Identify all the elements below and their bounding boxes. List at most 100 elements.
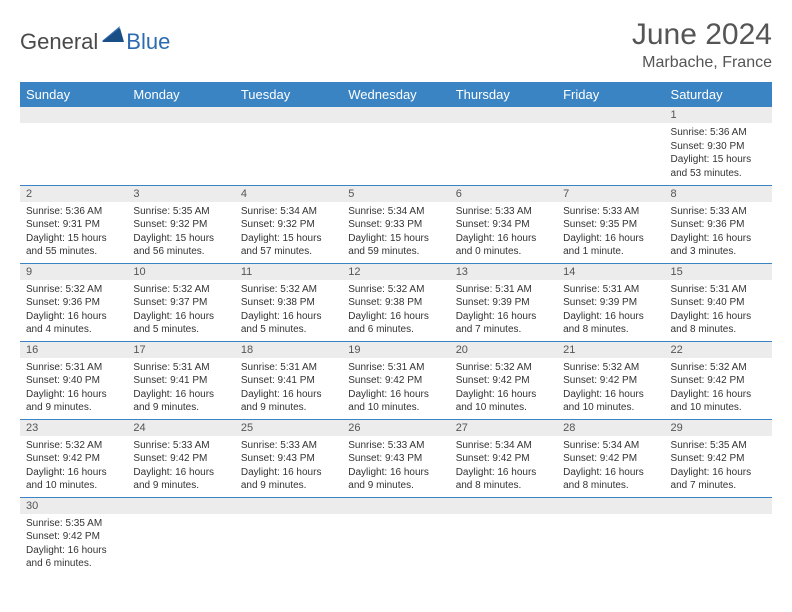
sunset-text: Sunset: 9:36 PM	[671, 218, 766, 232]
sunrise-text: Sunrise: 5:32 AM	[671, 361, 766, 375]
sunrise-text: Sunrise: 5:33 AM	[671, 205, 766, 219]
day-details: Sunrise: 5:34 AMSunset: 9:42 PMDaylight:…	[450, 436, 557, 497]
day-details: Sunrise: 5:36 AMSunset: 9:31 PMDaylight:…	[20, 202, 127, 263]
day-number: 16	[20, 342, 127, 358]
day-number: 10	[127, 264, 234, 280]
sunrise-text: Sunrise: 5:35 AM	[671, 439, 766, 453]
calendar-cell: 23 Sunrise: 5:32 AMSunset: 9:42 PMDayligh…	[20, 419, 127, 497]
weekday-header: Tuesday	[235, 82, 342, 107]
daylight-text: Daylight: 16 hours and 10 minutes.	[26, 466, 121, 493]
weekday-header: Wednesday	[342, 82, 449, 107]
day-number: 24	[127, 420, 234, 436]
day-details: Sunrise: 5:35 AMSunset: 9:42 PMDaylight:…	[665, 436, 772, 497]
day-number: 5	[342, 186, 449, 202]
calendar-cell: 17Sunrise: 5:31 AMSunset: 9:41 PMDayligh…	[127, 341, 234, 419]
day-number: 15	[665, 264, 772, 280]
day-details: Sunrise: 5:31 AMSunset: 9:40 PMDaylight:…	[20, 358, 127, 419]
daylight-text: Daylight: 16 hours and 9 minutes.	[133, 388, 228, 415]
sunrise-text: Sunrise: 5:36 AM	[671, 126, 766, 140]
daylight-text: Daylight: 16 hours and 10 minutes.	[348, 388, 443, 415]
calendar-row: 23Sunrise: 5:32 AMSunset: 9:42 PMDayligh…	[20, 419, 772, 497]
day-details: Sunrise: 5:35 AMSunset: 9:32 PMDaylight:…	[127, 202, 234, 263]
weekday-header: Friday	[557, 82, 664, 107]
sunset-text: Sunset: 9:34 PM	[456, 218, 551, 232]
sunset-text: Sunset: 9:42 PM	[26, 452, 121, 466]
sunset-text: Sunset: 9:42 PM	[456, 374, 551, 388]
sunrise-text: Sunrise: 5:33 AM	[563, 205, 658, 219]
daylight-text: Daylight: 16 hours and 7 minutes.	[671, 466, 766, 493]
calendar-cell: 16Sunrise: 5:31 AMSunset: 9:40 PMDayligh…	[20, 341, 127, 419]
day-details: Sunrise: 5:33 AMSunset: 9:43 PMDaylight:…	[342, 436, 449, 497]
sunset-text: Sunset: 9:42 PM	[133, 452, 228, 466]
daylight-text: Daylight: 16 hours and 9 minutes.	[241, 388, 336, 415]
day-details: Sunrise: 5:32 AMSunset: 9:42 PMDaylight:…	[665, 358, 772, 419]
sunrise-text: Sunrise: 5:31 AM	[241, 361, 336, 375]
day-number	[235, 498, 342, 514]
day-number	[557, 498, 664, 514]
day-number: 17	[127, 342, 234, 358]
day-number	[450, 498, 557, 514]
day-details: Sunrise: 5:32 AMSunset: 9:38 PMDaylight:…	[235, 280, 342, 341]
calendar-cell: 19Sunrise: 5:31 AMSunset: 9:42 PMDayligh…	[342, 341, 449, 419]
calendar-cell: 13Sunrise: 5:31 AMSunset: 9:39 PMDayligh…	[450, 263, 557, 341]
sunrise-text: Sunrise: 5:32 AM	[26, 439, 121, 453]
calendar-cell: 8Sunrise: 5:33 AMSunset: 9:36 PMDaylight…	[665, 185, 772, 263]
logo-text-blue: Blue	[126, 29, 170, 55]
day-number: 21	[557, 342, 664, 358]
day-details: Sunrise: 5:33 AMSunset: 9:43 PMDaylight:…	[235, 436, 342, 497]
calendar-cell: 10Sunrise: 5:32 AMSunset: 9:37 PMDayligh…	[127, 263, 234, 341]
daylight-text: Daylight: 16 hours and 5 minutes.	[133, 310, 228, 337]
day-number: 8	[665, 186, 772, 202]
day-details: Sunrise: 5:33 AMSunset: 9:34 PMDaylight:…	[450, 202, 557, 263]
day-details: Sunrise: 5:33 AMSunset: 9:35 PMDaylight:…	[557, 202, 664, 263]
sunrise-text: Sunrise: 5:34 AM	[456, 439, 551, 453]
sunset-text: Sunset: 9:42 PM	[26, 530, 121, 544]
calendar-cell	[342, 107, 449, 185]
calendar-cell: 5Sunrise: 5:34 AMSunset: 9:33 PMDaylight…	[342, 185, 449, 263]
day-number: 20	[450, 342, 557, 358]
calendar-cell	[665, 497, 772, 575]
day-number: 12	[342, 264, 449, 280]
day-number: 4	[235, 186, 342, 202]
sunset-text: Sunset: 9:43 PM	[348, 452, 443, 466]
calendar-cell: 1Sunrise: 5:36 AMSunset: 9:30 PMDaylight…	[665, 107, 772, 185]
day-details: Sunrise: 5:31 AMSunset: 9:39 PMDaylight:…	[557, 280, 664, 341]
sunset-text: Sunset: 9:33 PM	[348, 218, 443, 232]
sunset-text: Sunset: 9:42 PM	[671, 452, 766, 466]
calendar-cell: 24Sunrise: 5:33 AMSunset: 9:42 PMDayligh…	[127, 419, 234, 497]
daylight-text: Daylight: 16 hours and 8 minutes.	[563, 310, 658, 337]
day-details: Sunrise: 5:32 AMSunset: 9:42 PMDaylight:…	[557, 358, 664, 419]
title-block: June 2024 Marbache, France	[632, 18, 772, 72]
daylight-text: Daylight: 16 hours and 5 minutes.	[241, 310, 336, 337]
day-number: 11	[235, 264, 342, 280]
calendar-cell: 20Sunrise: 5:32 AMSunset: 9:42 PMDayligh…	[450, 341, 557, 419]
day-number: 18	[235, 342, 342, 358]
weekday-header: Thursday	[450, 82, 557, 107]
day-number	[127, 107, 234, 123]
sunset-text: Sunset: 9:36 PM	[26, 296, 121, 310]
sunrise-text: Sunrise: 5:32 AM	[563, 361, 658, 375]
day-details: Sunrise: 5:34 AMSunset: 9:33 PMDaylight:…	[342, 202, 449, 263]
calendar-cell	[450, 497, 557, 575]
daylight-text: Daylight: 16 hours and 6 minutes.	[26, 544, 121, 571]
calendar-cell	[557, 497, 664, 575]
day-number	[235, 107, 342, 123]
sunset-text: Sunset: 9:35 PM	[563, 218, 658, 232]
calendar-cell	[127, 497, 234, 575]
sunset-text: Sunset: 9:41 PM	[241, 374, 336, 388]
sunset-text: Sunset: 9:42 PM	[348, 374, 443, 388]
calendar-cell	[450, 107, 557, 185]
day-number: 9	[20, 264, 127, 280]
day-details: Sunrise: 5:33 AMSunset: 9:42 PMDaylight:…	[127, 436, 234, 497]
sunrise-text: Sunrise: 5:36 AM	[26, 205, 121, 219]
sunrise-text: Sunrise: 5:34 AM	[241, 205, 336, 219]
daylight-text: Daylight: 16 hours and 8 minutes.	[563, 466, 658, 493]
day-number	[127, 498, 234, 514]
calendar-cell: 3Sunrise: 5:35 AMSunset: 9:32 PMDaylight…	[127, 185, 234, 263]
sunrise-text: Sunrise: 5:32 AM	[348, 283, 443, 297]
day-details: Sunrise: 5:32 AMSunset: 9:36 PMDaylight:…	[20, 280, 127, 341]
day-details: Sunrise: 5:34 AMSunset: 9:32 PMDaylight:…	[235, 202, 342, 263]
day-details: Sunrise: 5:33 AMSunset: 9:36 PMDaylight:…	[665, 202, 772, 263]
day-number: 23	[20, 420, 127, 436]
day-number	[557, 107, 664, 123]
